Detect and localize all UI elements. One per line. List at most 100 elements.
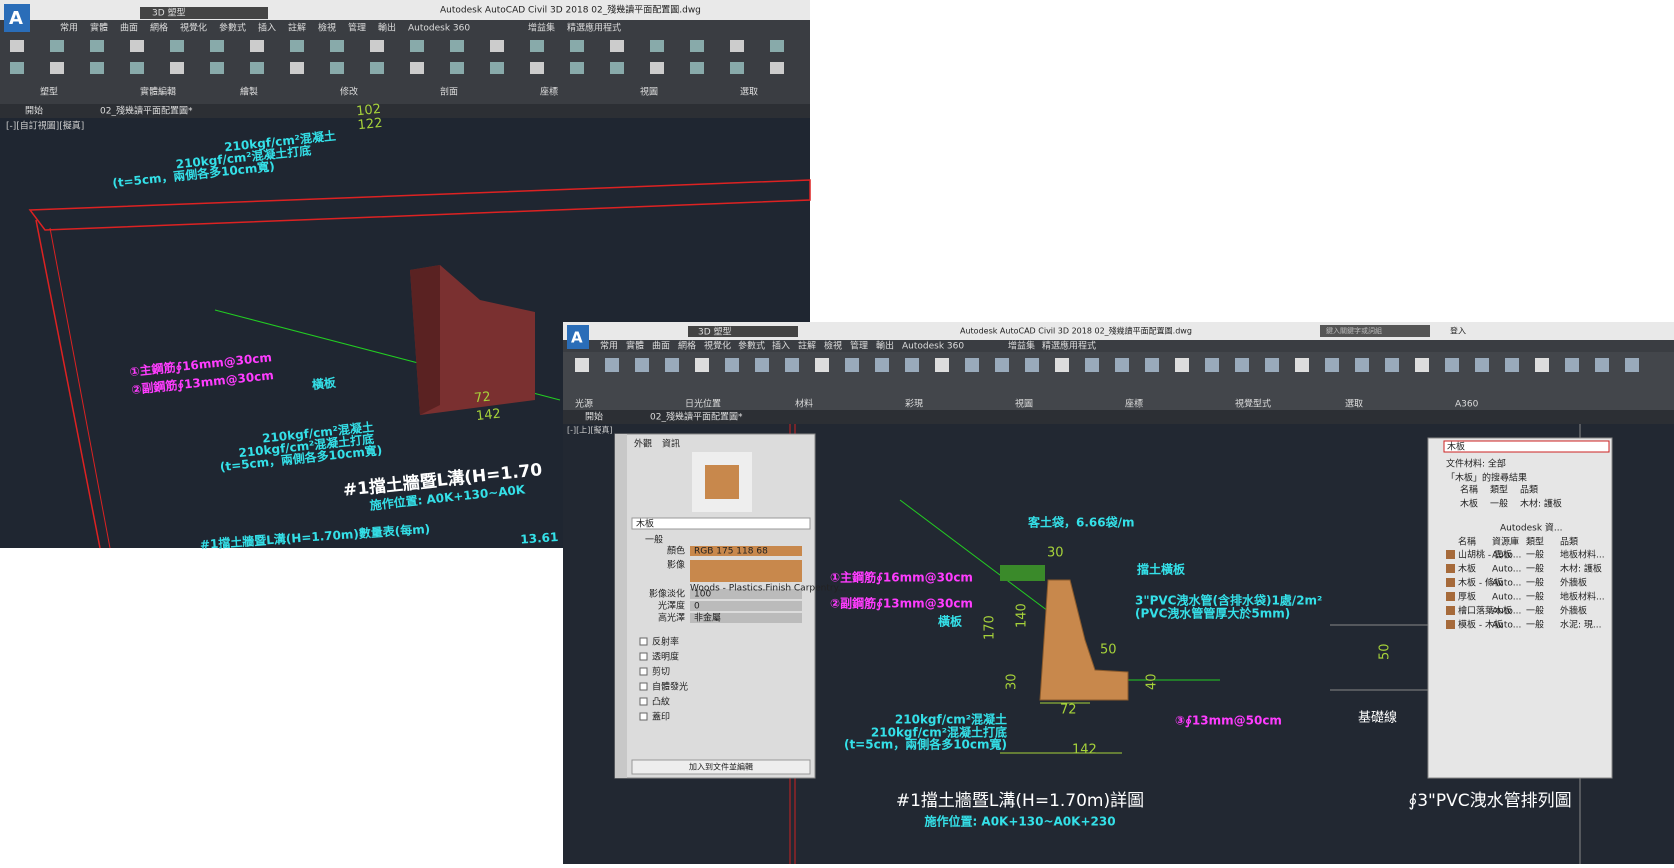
doc-tab[interactable]: 02_殘幾讀平面配置圖* (650, 411, 743, 423)
ribbon-tab[interactable]: 增益集 (528, 22, 555, 34)
ribbon-tab[interactable]: 檢視 (318, 22, 336, 34)
header: 名稱 (1458, 536, 1476, 548)
row-cell[interactable]: 一般 (1526, 563, 1544, 575)
row-cell[interactable]: 一般 (1526, 605, 1544, 617)
search[interactable]: 木板 (1447, 441, 1465, 453)
image-name: Woods - Plastics.Finish Carpentry... (690, 584, 846, 594)
row-cell[interactable]: 木板 (1460, 498, 1478, 510)
ribbon-tab[interactable]: 實體 (90, 22, 108, 34)
header: 名稱 (1460, 484, 1478, 496)
checkbox[interactable] (639, 682, 648, 691)
panel-label: 日光位置 (685, 398, 721, 410)
ribbon-tab[interactable]: 視覺化 (180, 22, 207, 34)
tool-icon (965, 358, 979, 372)
row-cell[interactable]: 木板 - 條板 (1458, 577, 1503, 589)
filter[interactable]: 文件材料: 全部 (1446, 458, 1506, 470)
row-cell[interactable]: Auto... (1492, 607, 1521, 617)
tool-icon (1565, 358, 1579, 372)
row-cell[interactable]: 水泥: 現... (1560, 619, 1601, 631)
row-cell[interactable]: 外牆板 (1560, 577, 1587, 589)
row-cell[interactable]: 一般 (1490, 498, 1508, 510)
annotation: 客土袋，6.66袋/m (1027, 515, 1135, 530)
ribbon-tab[interactable]: 管理 (348, 22, 366, 34)
tool-icon (1205, 358, 1219, 372)
ribbon-tab[interactable]: 增益集 (1008, 340, 1035, 352)
search-box[interactable]: 鍵入關鍵字或詞組 (1326, 326, 1382, 335)
doc-tab[interactable]: 開始 (585, 411, 603, 423)
row-cell[interactable]: 一般 (1526, 591, 1544, 603)
row-cell[interactable]: 模板 - 木板 (1458, 619, 1503, 631)
dimension: 170 (983, 615, 998, 640)
ribbon-tab[interactable]: 插入 (772, 340, 790, 352)
row-cell[interactable]: Auto... (1492, 579, 1521, 589)
row-cell[interactable]: Auto... (1492, 593, 1521, 603)
group[interactable]: 透明度 (652, 651, 679, 663)
row-cell[interactable]: 木材: 護板 (1560, 563, 1602, 575)
row-cell[interactable]: 地板材料... (1560, 549, 1605, 561)
user[interactable]: 登入 (1450, 326, 1466, 336)
button[interactable]: 加入到文件並編輯 (689, 762, 753, 772)
row-cell[interactable]: 一般 (1526, 577, 1544, 589)
ribbon-tab[interactable]: 曲面 (120, 23, 138, 34)
ribbon-tab[interactable]: 實體 (626, 340, 644, 352)
checkbox[interactable] (639, 637, 648, 646)
ribbon-tab[interactable]: 檢視 (824, 340, 842, 352)
ribbon-tab[interactable]: 常用 (60, 22, 78, 34)
ribbon-tab[interactable]: 插入 (258, 22, 276, 34)
row-cell[interactable]: 檜口落葉木板 (1458, 605, 1512, 617)
group[interactable]: 自體發光 (652, 681, 688, 693)
row-cell[interactable]: Auto... (1492, 565, 1521, 575)
tool-icon (530, 62, 544, 74)
group[interactable]: 凸紋 (652, 696, 670, 708)
ribbon-tab[interactable]: 輸出 (876, 340, 894, 352)
tool-icon (330, 62, 344, 74)
row-cell[interactable]: 山胡桃 - 雲板 (1458, 549, 1512, 561)
ribbon-tab[interactable]: Autodesk 360 (408, 24, 470, 34)
tab[interactable]: 外觀 (634, 438, 652, 450)
group[interactable]: 反射率 (652, 636, 679, 648)
annotation: 210kgf/cm²混凝土打底 (871, 725, 1007, 740)
ribbon-tab[interactable]: Autodesk 360 (902, 342, 964, 352)
row-cell[interactable]: 木材: 護板 (1520, 498, 1562, 510)
row-cell[interactable]: 木板 (1458, 563, 1476, 575)
row-cell[interactable]: 地板材料... (1560, 591, 1605, 603)
ribbon-tab[interactable]: 精選應用程式 (1042, 340, 1096, 352)
doc-tab[interactable]: 開始 (25, 105, 43, 117)
row-cell[interactable]: 一般 (1526, 549, 1544, 561)
row-cell[interactable]: Auto... (1492, 621, 1521, 631)
checkbox[interactable] (639, 652, 648, 661)
library[interactable]: Autodesk 資... (1500, 522, 1563, 534)
ribbon-tab[interactable]: 註解 (798, 340, 816, 352)
ribbon-tab[interactable]: 曲面 (652, 341, 670, 352)
ribbon-tab[interactable]: 參數式 (219, 22, 246, 34)
tool-icon (130, 40, 144, 52)
tab[interactable]: 資訊 (662, 438, 680, 450)
workspace[interactable]: 3D 塑型 (152, 8, 186, 19)
dimension: 50 (1100, 643, 1117, 658)
ribbon-tab[interactable]: 精選應用程式 (567, 22, 621, 34)
ribbon-tab[interactable]: 管理 (850, 340, 868, 352)
ribbon-tab[interactable]: 網格 (150, 22, 168, 34)
dimension: 72 (473, 390, 491, 407)
checkbox[interactable] (639, 697, 648, 706)
ribbon-tab[interactable]: 參數式 (738, 340, 765, 352)
workspace[interactable]: 3D 塑型 (698, 327, 732, 338)
ribbon-tab[interactable]: 視覺化 (704, 340, 731, 352)
row-cell[interactable]: 厚板 (1458, 591, 1476, 603)
row-cell[interactable]: Auto... (1492, 551, 1521, 561)
ribbon-tab[interactable]: 註解 (288, 22, 306, 34)
panel-label: 材料 (795, 398, 813, 410)
ribbon-tab[interactable]: 輸出 (378, 22, 396, 34)
tool-icon (905, 358, 919, 372)
checkbox[interactable] (639, 667, 648, 676)
doc-tab[interactable]: 02_殘幾讀平面配置圖* (100, 105, 193, 117)
row-cell[interactable]: 一般 (1526, 619, 1544, 631)
row-cell[interactable]: 外牆板 (1560, 605, 1587, 617)
ribbon-tab[interactable]: 常用 (600, 340, 618, 352)
group[interactable]: 蓋印 (652, 711, 670, 723)
ribbon-tab[interactable]: 網格 (678, 340, 696, 352)
checkbox[interactable] (639, 712, 648, 721)
group[interactable]: 剪切 (652, 666, 670, 678)
tool-icon (650, 62, 664, 74)
drawing-title: ∮3"PVC洩水管排列圖 (1408, 791, 1571, 811)
